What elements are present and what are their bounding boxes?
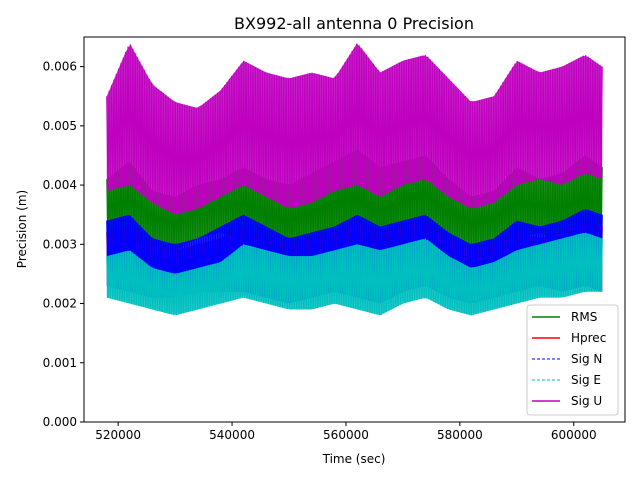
- legend-label-sig-u: Sig U: [571, 394, 602, 408]
- y-axis: 0.000 0.001 0.002 0.003 0.004 0.005 0.006: [43, 60, 84, 429]
- y-tick-label: 0.006: [43, 60, 77, 74]
- legend-label-sig-n: Sig N: [571, 352, 602, 366]
- legend-label-sig-e: Sig E: [571, 373, 601, 387]
- x-tick-label: 580000: [437, 428, 483, 442]
- y-tick-label: 0.002: [43, 297, 77, 311]
- series-line-sig-e: [106, 232, 603, 316]
- series-bands: [106, 43, 603, 316]
- series-line-sig-u: [106, 43, 603, 215]
- legend-label-rms: RMS: [571, 310, 597, 324]
- chart-title: BX992-all antenna 0 Precision: [234, 14, 474, 33]
- y-tick-label: 0.003: [43, 237, 77, 251]
- x-tick-label: 560000: [323, 428, 369, 442]
- x-tick-label: 600000: [551, 428, 597, 442]
- plot-frame: [83, 36, 626, 423]
- x-axis-label: Time (sec): [322, 452, 386, 466]
- x-tick-label: 540000: [209, 428, 255, 442]
- x-tick-label: 520000: [95, 428, 141, 442]
- y-tick-label: 0.001: [43, 356, 77, 370]
- series-line-sig-n: [106, 208, 603, 304]
- legend-label-hprec: Hprec: [571, 331, 606, 345]
- y-tick-label: 0.004: [43, 178, 77, 192]
- y-axis-label: Precision (m): [15, 190, 29, 268]
- legend-box: [526, 304, 619, 416]
- legend: RMS Hprec Sig N Sig E Sig U: [526, 304, 619, 416]
- y-tick-label: 0.000: [43, 415, 77, 429]
- x-axis: 520000 540000 560000 580000 600000: [95, 422, 597, 442]
- y-tick-label: 0.005: [43, 119, 77, 133]
